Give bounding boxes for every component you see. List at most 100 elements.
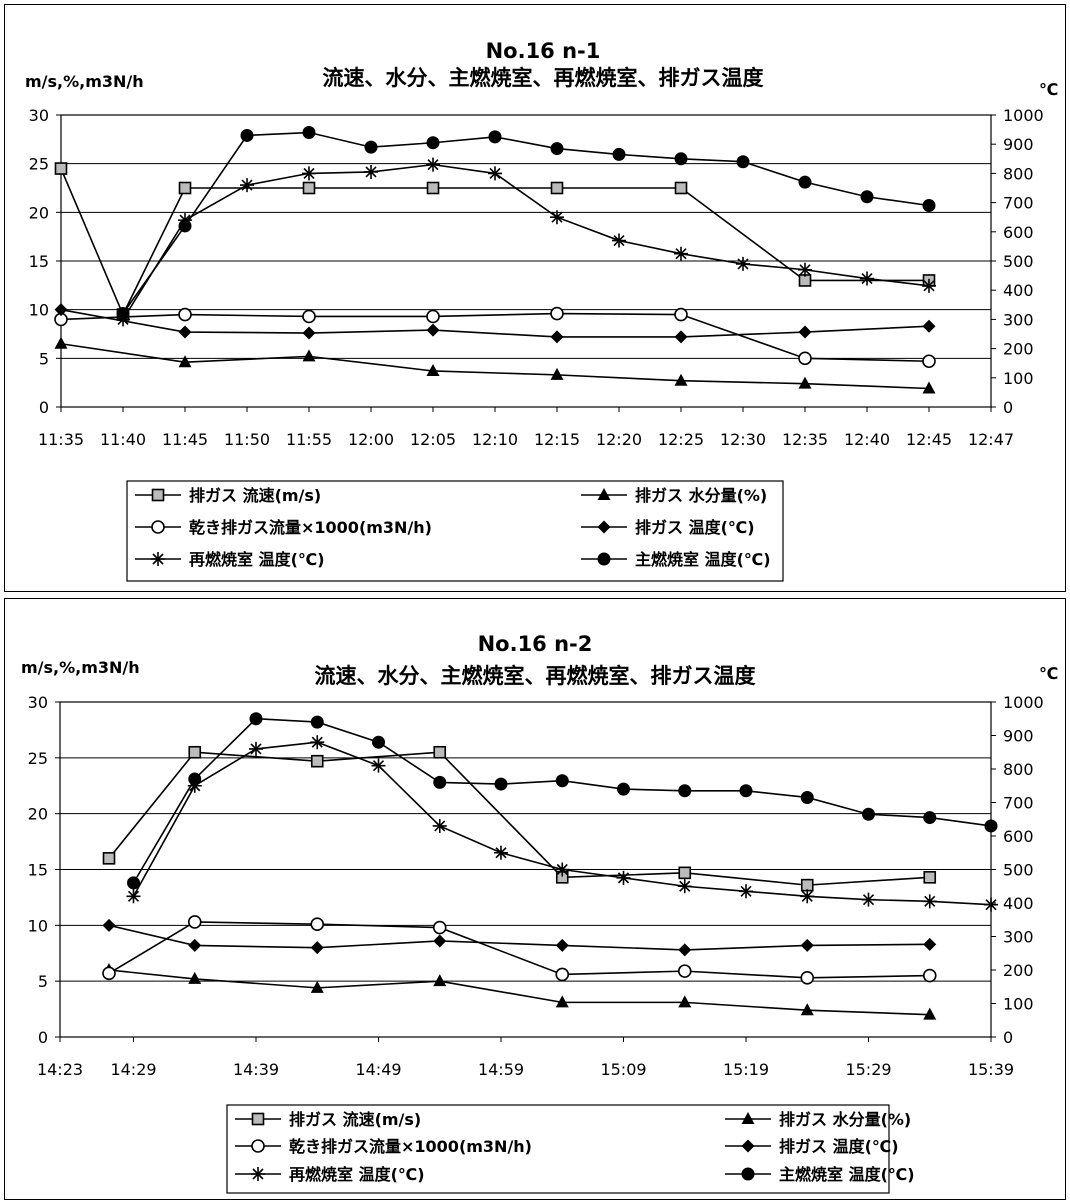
x-tick-label: 12:15	[534, 430, 580, 449]
x-tick-label: 12:05	[410, 430, 456, 449]
x-tick-label: 14:29	[110, 1060, 156, 1079]
data-point	[302, 181, 316, 195]
data-point	[550, 330, 564, 344]
series-line	[60, 308, 930, 338]
y2-tick-label: 900	[1003, 135, 1034, 154]
data-point	[54, 303, 68, 317]
legend-box	[226, 1104, 890, 1194]
x-tick-label: 14:23	[37, 1060, 83, 1079]
data-point	[922, 199, 936, 213]
x-tick-label: 14:49	[355, 1060, 401, 1079]
data-point	[678, 784, 692, 798]
series-line	[122, 163, 930, 320]
data-point	[240, 178, 254, 193]
legend: 排ガス 流速(m/s) 排ガス 水分量(%) 乾き排ガス流量×1000(m3N/h)…	[226, 1104, 915, 1194]
data-point	[555, 938, 569, 952]
y-tick-label: 25	[28, 749, 48, 768]
data-point	[860, 190, 874, 204]
data-point	[178, 219, 192, 233]
data-point	[616, 870, 631, 885]
data-point	[426, 136, 440, 150]
data-point	[426, 309, 440, 324]
legend-marker	[151, 552, 165, 566]
y2-tick-label: 700	[1003, 794, 1034, 813]
data-point	[677, 964, 692, 978]
y-tick-label: 20	[28, 805, 48, 824]
x-tick-label: 15:29	[845, 1060, 891, 1079]
data-point	[922, 894, 937, 909]
series-line	[108, 921, 930, 979]
y2-tick-label: 900	[1003, 727, 1034, 746]
legend-marker	[741, 1167, 755, 1181]
data-point	[426, 157, 440, 172]
y2-tick-label: 400	[1003, 281, 1034, 300]
x-tick-label: 12:10	[472, 430, 518, 449]
legend-item: 排ガス 水分量(%)	[725, 1110, 911, 1129]
data-point	[310, 754, 324, 768]
data-point	[371, 758, 386, 773]
data-point	[736, 256, 750, 271]
data-point	[678, 866, 692, 880]
data-point	[861, 892, 876, 907]
data-point	[302, 349, 316, 362]
y2-tick-label: 200	[1003, 340, 1034, 359]
y2-tick-label: 800	[1003, 760, 1034, 779]
legend-label: 主燃焼室 温度(℃)	[779, 1165, 915, 1184]
legend-label: 乾き排ガス流量×1000(m3N/h)	[189, 518, 432, 537]
data-point	[555, 995, 569, 1008]
data-point	[798, 262, 812, 277]
y2-tick-label: 100	[1003, 369, 1034, 388]
y2-tick-label: 400	[1003, 894, 1034, 913]
y2-tick-label: 200	[1003, 961, 1034, 980]
y-tick-label: 20	[29, 203, 49, 222]
legend-label: 乾き排ガス流量×1000(m3N/h)	[289, 1137, 532, 1156]
y-axis-label: m/s,%,m3N/h	[25, 72, 144, 91]
data-point	[922, 968, 937, 983]
y2-tick-label: 700	[1003, 194, 1034, 213]
data-point	[102, 918, 116, 932]
data-point	[922, 319, 936, 333]
data-point	[240, 128, 254, 142]
y2-axis-label: ℃	[1039, 664, 1058, 683]
data-point	[674, 330, 688, 344]
legend-marker	[597, 488, 611, 500]
y2-tick-label: 1000	[1003, 106, 1044, 125]
data-point	[550, 210, 564, 225]
data-point	[798, 325, 812, 339]
y-tick-label: 5	[38, 972, 48, 991]
legend-marker	[741, 1139, 755, 1153]
data-point	[187, 915, 202, 929]
data-point	[302, 126, 316, 140]
legend-item: 乾き排ガス流量×1000(m3N/h)	[235, 1137, 532, 1156]
data-point	[678, 995, 692, 1008]
y2-tick-label: 800	[1003, 164, 1034, 183]
y-tick-label: 10	[28, 916, 48, 935]
data-point	[922, 278, 936, 293]
legend-label: 排ガス 温度(℃)	[635, 518, 755, 537]
y-tick-label: 0	[38, 1028, 48, 1047]
data-point	[800, 889, 815, 904]
series-line	[108, 969, 930, 1016]
y-tick-label: 15	[28, 861, 48, 880]
series-line	[60, 342, 930, 390]
y-tick-label: 25	[29, 155, 49, 174]
series-0	[102, 745, 937, 892]
data-point	[674, 181, 688, 195]
data-point	[188, 772, 202, 786]
data-point	[612, 233, 626, 248]
x-tick-label: 12:00	[348, 430, 394, 449]
y2-tick-label: 500	[1003, 861, 1034, 880]
data-point	[555, 862, 570, 877]
x-tick-label: 14:39	[233, 1060, 279, 1079]
data-point	[555, 774, 569, 788]
data-point	[555, 967, 570, 982]
legend-marker	[741, 1112, 755, 1124]
chart-subtitle: 流速、水分、主燃焼室、再燃焼室、排ガス温度	[323, 66, 764, 90]
data-point	[678, 943, 692, 957]
data-point	[188, 745, 202, 759]
chart-title: No.16 n-1	[486, 39, 601, 63]
data-point	[798, 175, 812, 189]
x-tick-label: 12:35	[782, 430, 828, 449]
y2-tick-label: 1000	[1003, 693, 1044, 712]
data-point	[372, 735, 385, 749]
